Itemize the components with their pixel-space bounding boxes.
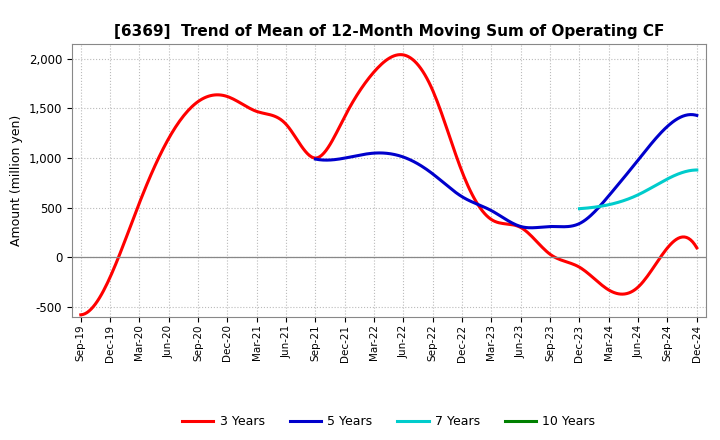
- Y-axis label: Amount (million yen): Amount (million yen): [10, 115, 23, 246]
- Title: [6369]  Trend of Mean of 12-Month Moving Sum of Operating CF: [6369] Trend of Mean of 12-Month Moving …: [114, 24, 664, 39]
- Legend: 3 Years, 5 Years, 7 Years, 10 Years: 3 Years, 5 Years, 7 Years, 10 Years: [177, 411, 600, 433]
